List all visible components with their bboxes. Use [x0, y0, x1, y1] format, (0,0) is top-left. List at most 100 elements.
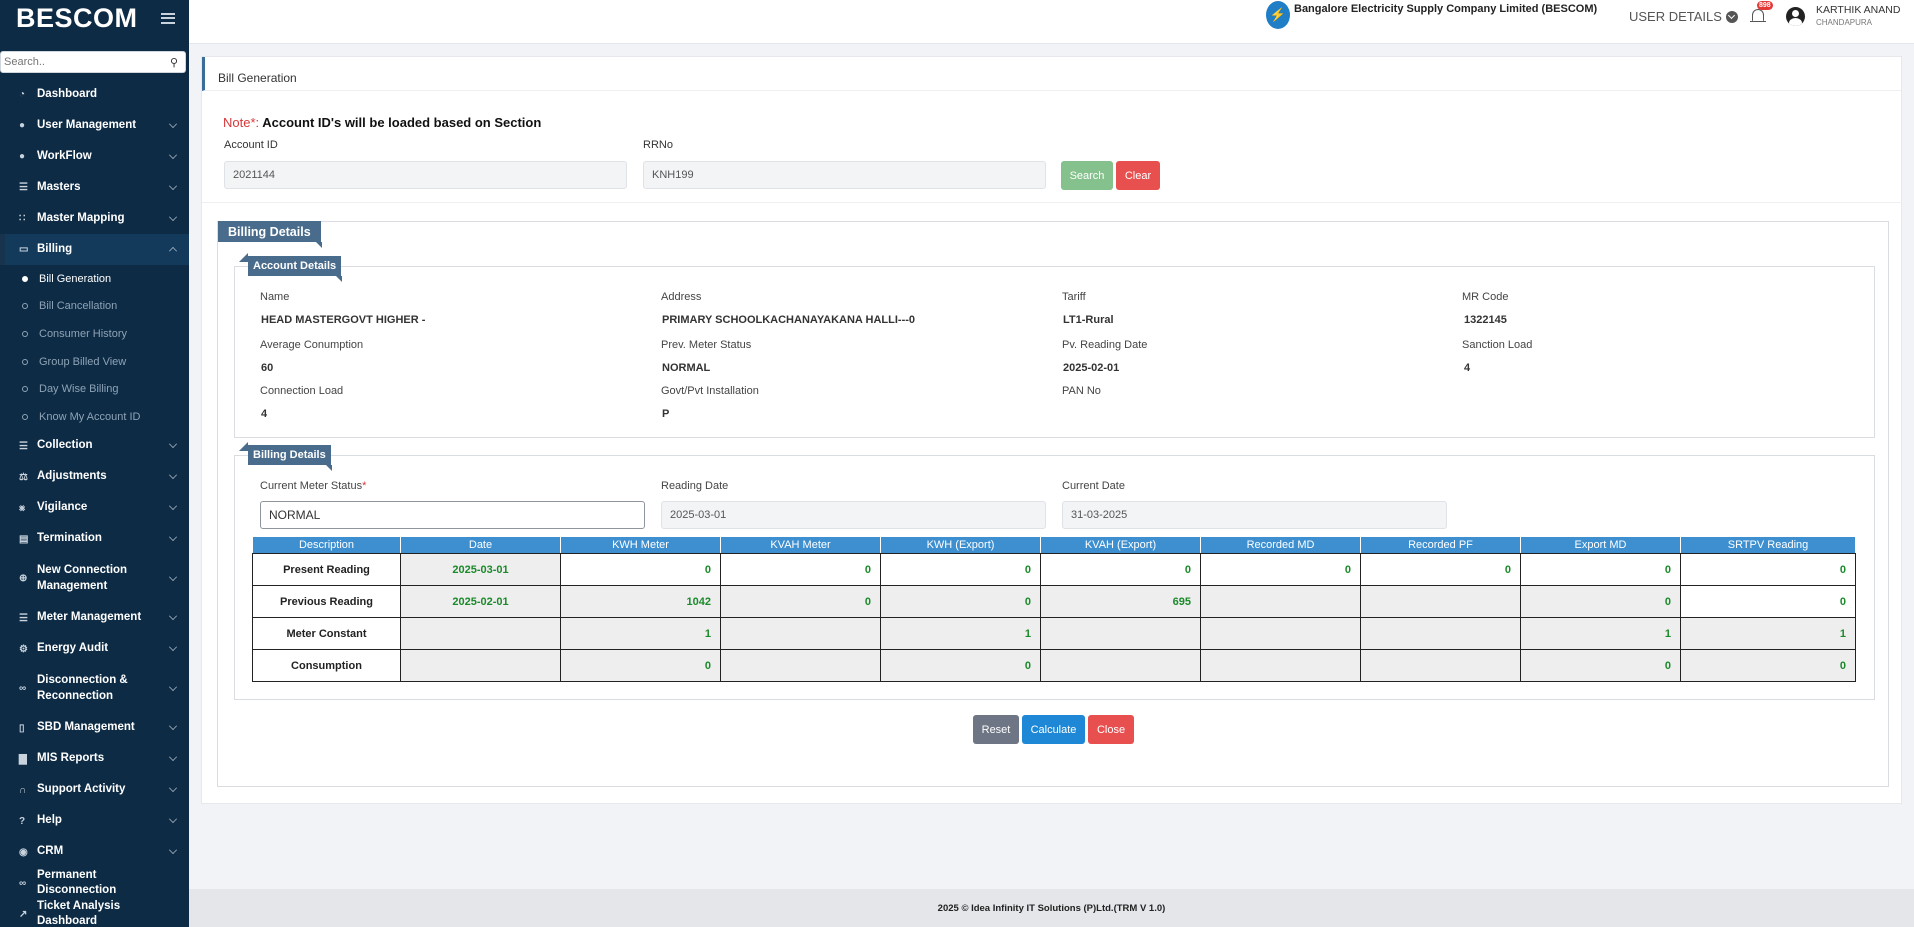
scale-icon: ⚖ — [19, 471, 28, 483]
sidebar-item-vigilance[interactable]: ⨳ Vigilance — [0, 493, 189, 524]
reading-cell[interactable]: 0 — [1520, 553, 1681, 586]
user-details-dropdown[interactable]: USER DETAILS — [1629, 9, 1738, 24]
sidebar-item-user-management[interactable]: ● User Management — [0, 110, 189, 141]
gears-icon: ⚙ — [19, 643, 28, 655]
current-date-input[interactable]: 31-03-2025 — [1062, 501, 1447, 529]
reading-cell[interactable]: 0 — [720, 553, 881, 586]
close-button[interactable]: Close — [1088, 715, 1134, 744]
required-star: * — [362, 480, 367, 492]
sidebar-search-input[interactable] — [1, 52, 163, 72]
notification-bell[interactable]: 898 — [1749, 1, 1773, 26]
avatar[interactable] — [1786, 7, 1805, 26]
user-name: KARTHIK ANAND — [1816, 4, 1901, 16]
submenu-item-bill-generation[interactable]: Bill Generation — [0, 265, 189, 293]
name-value: HEAD MASTERGOVT HIGHER - — [261, 314, 426, 326]
pan-label: PAN No — [1062, 385, 1101, 397]
reading-date-input[interactable]: 2025-03-01 — [661, 501, 1046, 529]
sidebar-item-billing[interactable]: ▭ Billing — [0, 234, 189, 265]
sidebar-item-meter-management[interactable]: ☰ Meter Management — [0, 603, 189, 634]
brand-logo: BESCOM — [16, 2, 138, 33]
reading-cell — [1200, 649, 1361, 682]
reading-cell[interactable]: 0 — [880, 553, 1041, 586]
rrno-input[interactable]: KNH199 — [643, 161, 1046, 189]
reading-cell — [1360, 617, 1521, 650]
clear-button[interactable]: Clear — [1116, 161, 1160, 190]
sidebar-item-ticket-analysis-dashboard[interactable]: ↗ Ticket Analysis Dashboard — [0, 899, 189, 927]
headset-icon: ∩ — [19, 784, 27, 796]
sidebar-item-label: Billing — [37, 242, 73, 255]
sidebar-item-label: SBD Management — [37, 721, 135, 734]
sidebar-item-permanent-disconnection[interactable]: ∞ Permanent Disconnection — [0, 868, 189, 899]
search-icon[interactable]: ⚲ — [169, 56, 179, 69]
chevron-down-icon — [169, 722, 177, 731]
reading-cell[interactable]: 0 — [560, 553, 721, 586]
reading-date-label: Reading Date — [661, 480, 729, 492]
table-row: Previous Reading 2025-02-01 1042 0 0 695 0 0 — [252, 585, 1856, 618]
sidebar-item-crm[interactable]: ◉ CRM — [0, 837, 189, 868]
footer: 2025 © Idea Infinity IT Solutions (P)Ltd… — [189, 889, 1914, 927]
bullet-icon — [22, 275, 28, 282]
tariff-value: LT1-Rural — [1063, 314, 1114, 326]
avg-consumption-value: 60 — [261, 362, 274, 374]
notification-badge: 898 — [1757, 1, 1773, 10]
reading-cell: 695 — [1040, 585, 1201, 618]
prev-meter-status-label: Prev. Meter Status — [661, 339, 752, 351]
row-description: Consumption — [252, 649, 401, 682]
reading-cell: 1 — [1680, 617, 1856, 650]
bell-base — [1750, 21, 1766, 22]
column-header: SRTPV Reading — [1680, 536, 1856, 554]
reading-cell[interactable]: 0 — [1680, 553, 1856, 586]
submenu-item-label: Bill Cancellation — [39, 300, 118, 313]
submenu-item-day-wise-billing[interactable]: Day Wise Billing — [0, 375, 189, 403]
hamburger-icon[interactable] — [161, 12, 175, 24]
sidebar-item-help[interactable]: ? Help — [0, 806, 189, 837]
sidebar-item-support-activity[interactable]: ∩ Support Activity — [0, 775, 189, 806]
meter-status-label: Current Meter Status* — [260, 480, 366, 492]
sidebar-item-dashboard[interactable]: ◔ Dashboard — [0, 79, 189, 110]
reading-date-cell: 2025-03-01 — [400, 553, 561, 586]
list-icon: ☰ — [19, 182, 28, 193]
meter-status-select[interactable]: NORMAL — [260, 501, 645, 529]
account-id-input[interactable]: 2021144 — [224, 161, 627, 189]
search-button[interactable]: Search — [1061, 161, 1113, 190]
reading-cell[interactable]: 0 — [1680, 585, 1856, 618]
submenu-item-know-my-account-id[interactable]: Know My Account ID — [0, 403, 189, 431]
sidebar-item-master-mapping[interactable]: ∷ Master Mapping — [0, 203, 189, 234]
chevron-down-icon — [169, 682, 177, 691]
sidebar-item-collection[interactable]: ☰ Collection — [0, 431, 189, 462]
reading-cell[interactable]: 0 — [1200, 553, 1361, 586]
sidebar-item-workflow[interactable]: ● WorkFlow — [0, 141, 189, 172]
sidebar-item-adjustments[interactable]: ⚖ Adjustments — [0, 462, 189, 493]
submenu-item-consumer-history[interactable]: Consumer History — [0, 320, 189, 348]
billing-details-title: Billing Details — [218, 221, 322, 248]
rrno-label: RRNo — [643, 139, 673, 151]
chevron-down-icon — [169, 181, 177, 190]
bullet-icon — [22, 358, 28, 365]
sidebar-item-masters[interactable]: ☰ Masters — [0, 172, 189, 203]
installation-label: Govt/Pvt Installation — [661, 385, 759, 397]
column-header: KVAH Meter — [720, 536, 881, 554]
reading-cell[interactable]: 0 — [1040, 553, 1201, 586]
submenu-item-bill-cancellation[interactable]: Bill Cancellation — [0, 293, 189, 321]
sidebar-item-label: Adjustments — [37, 470, 107, 483]
reading-cell[interactable]: 0 — [1360, 553, 1521, 586]
reading-cell — [1040, 649, 1201, 682]
reset-button[interactable]: Reset — [973, 715, 1019, 744]
sidebar-item-sbd-management[interactable]: ▯ SBD Management — [0, 713, 189, 744]
calculate-button[interactable]: Calculate — [1022, 715, 1085, 744]
submenu-item-group-billed-view[interactable]: Group Billed View — [0, 348, 189, 376]
sidebar-item-new-connection-management[interactable]: ⊕ New Connection Management — [0, 555, 189, 603]
sidebar-item-disconnection-reconnection[interactable]: ∞ Disconnection & Reconnection — [0, 665, 189, 713]
sidebar-item-label: CRM — [37, 845, 64, 858]
column-header: Recorded MD — [1200, 536, 1361, 554]
billing-submenu: Bill Generation Bill Cancellation Consumer… — [0, 265, 189, 431]
sidebar-item-mis-reports[interactable]: ▇ MIS Reports — [0, 744, 189, 775]
submenu-item-label: Consumer History — [39, 327, 128, 340]
bullet-icon — [22, 413, 28, 420]
submenu-item-label: Bill Generation — [39, 272, 112, 285]
sidebar-item-energy-audit[interactable]: ⚙ Energy Audit — [0, 634, 189, 665]
plus-circle-icon: ⊕ — [19, 573, 28, 585]
sidebar-item-label: Disconnection & Reconnection — [37, 674, 128, 702]
sidebar-item-termination[interactable]: ▤ Termination — [0, 524, 189, 555]
bell-icon — [1752, 9, 1764, 21]
